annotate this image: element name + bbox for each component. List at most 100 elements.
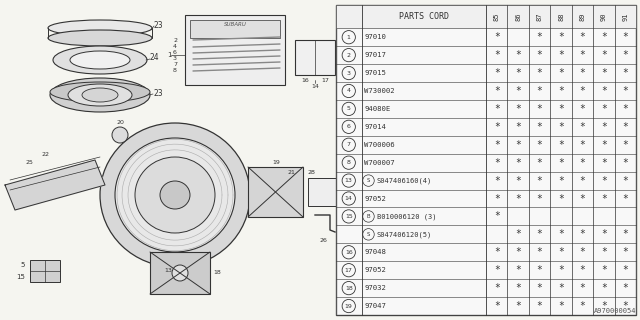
Text: *: *	[579, 229, 586, 239]
Text: S: S	[367, 232, 370, 237]
Ellipse shape	[82, 88, 118, 102]
Text: 14: 14	[311, 84, 319, 90]
Text: *: *	[494, 247, 500, 257]
Text: 17: 17	[345, 268, 353, 273]
Text: W700006: W700006	[365, 142, 395, 148]
Text: *: *	[515, 122, 521, 132]
Text: *: *	[558, 140, 564, 150]
Text: *: *	[536, 265, 543, 275]
Text: 24: 24	[150, 53, 159, 62]
Text: W730002: W730002	[365, 88, 395, 94]
Text: 26: 26	[320, 237, 328, 243]
Text: *: *	[494, 194, 500, 204]
Text: 3: 3	[347, 70, 351, 76]
Text: *: *	[536, 283, 543, 293]
Text: 7: 7	[173, 62, 177, 68]
Text: *: *	[536, 194, 543, 204]
Text: 15: 15	[16, 274, 25, 280]
Text: 97052: 97052	[365, 196, 387, 202]
Text: *: *	[601, 68, 607, 78]
Text: *: *	[494, 176, 500, 186]
Text: *: *	[579, 86, 586, 96]
Polygon shape	[5, 160, 105, 210]
Text: 97017: 97017	[365, 52, 387, 58]
Text: *: *	[515, 158, 521, 168]
Text: 23: 23	[153, 89, 163, 98]
Text: *: *	[601, 229, 607, 239]
Text: 6: 6	[173, 51, 177, 55]
Text: 13: 13	[164, 268, 172, 273]
Text: *: *	[494, 122, 500, 132]
Text: 94080E: 94080E	[365, 106, 391, 112]
Text: *: *	[579, 140, 586, 150]
Text: *: *	[622, 283, 628, 293]
Text: *: *	[515, 140, 521, 150]
Text: *: *	[536, 122, 543, 132]
Text: *: *	[558, 283, 564, 293]
Text: *: *	[622, 229, 628, 239]
Bar	[190, 20, 280, 38]
Ellipse shape	[175, 255, 185, 265]
Text: *: *	[558, 247, 564, 257]
Text: *: *	[536, 158, 543, 168]
Text: 89: 89	[579, 12, 586, 21]
Text: *: *	[579, 194, 586, 204]
Text: *: *	[515, 247, 521, 257]
Ellipse shape	[50, 82, 150, 102]
Text: S047406160(4): S047406160(4)	[377, 177, 432, 184]
Text: *: *	[558, 265, 564, 275]
Text: *: *	[601, 265, 607, 275]
Text: *: *	[558, 194, 564, 204]
Text: *: *	[494, 86, 500, 96]
Text: 97052: 97052	[365, 267, 387, 273]
Text: *: *	[536, 86, 543, 96]
Text: *: *	[515, 50, 521, 60]
Text: *: *	[558, 176, 564, 186]
Text: 85: 85	[493, 12, 500, 21]
Text: *: *	[558, 122, 564, 132]
Text: *: *	[622, 50, 628, 60]
Text: *: *	[536, 140, 543, 150]
Text: *: *	[515, 283, 521, 293]
Text: *: *	[558, 68, 564, 78]
Text: *: *	[515, 301, 521, 311]
Text: A970000054: A970000054	[593, 308, 636, 314]
Bar	[295, 40, 335, 75]
Text: *: *	[558, 301, 564, 311]
Text: 25: 25	[25, 161, 33, 165]
Text: S047406120(5): S047406120(5)	[377, 231, 432, 238]
Text: *: *	[579, 247, 586, 257]
Text: *: *	[515, 265, 521, 275]
Text: 7: 7	[347, 142, 351, 147]
Text: *: *	[622, 301, 628, 311]
Text: *: *	[579, 122, 586, 132]
Text: *: *	[622, 140, 628, 150]
Text: *: *	[494, 32, 500, 42]
Text: B: B	[367, 214, 371, 219]
Text: *: *	[558, 229, 564, 239]
Text: *: *	[515, 176, 521, 186]
Bar	[308, 178, 338, 206]
Text: 22: 22	[42, 153, 50, 157]
Text: 4: 4	[347, 88, 351, 93]
Text: 14: 14	[345, 196, 353, 201]
Text: *: *	[515, 68, 521, 78]
Text: *: *	[601, 104, 607, 114]
Text: *: *	[601, 122, 607, 132]
Text: 15: 15	[345, 214, 353, 219]
Text: *: *	[558, 32, 564, 42]
Text: *: *	[515, 104, 521, 114]
Text: 8: 8	[347, 160, 351, 165]
Text: 97010: 97010	[365, 34, 387, 40]
Text: *: *	[601, 86, 607, 96]
Text: *: *	[622, 158, 628, 168]
Ellipse shape	[68, 84, 132, 106]
Ellipse shape	[115, 138, 235, 252]
Bar	[150, 252, 210, 294]
Ellipse shape	[70, 51, 130, 69]
Text: *: *	[536, 229, 543, 239]
Text: 13: 13	[345, 178, 353, 183]
Text: *: *	[494, 104, 500, 114]
Text: 97015: 97015	[365, 70, 387, 76]
Ellipse shape	[135, 157, 215, 233]
